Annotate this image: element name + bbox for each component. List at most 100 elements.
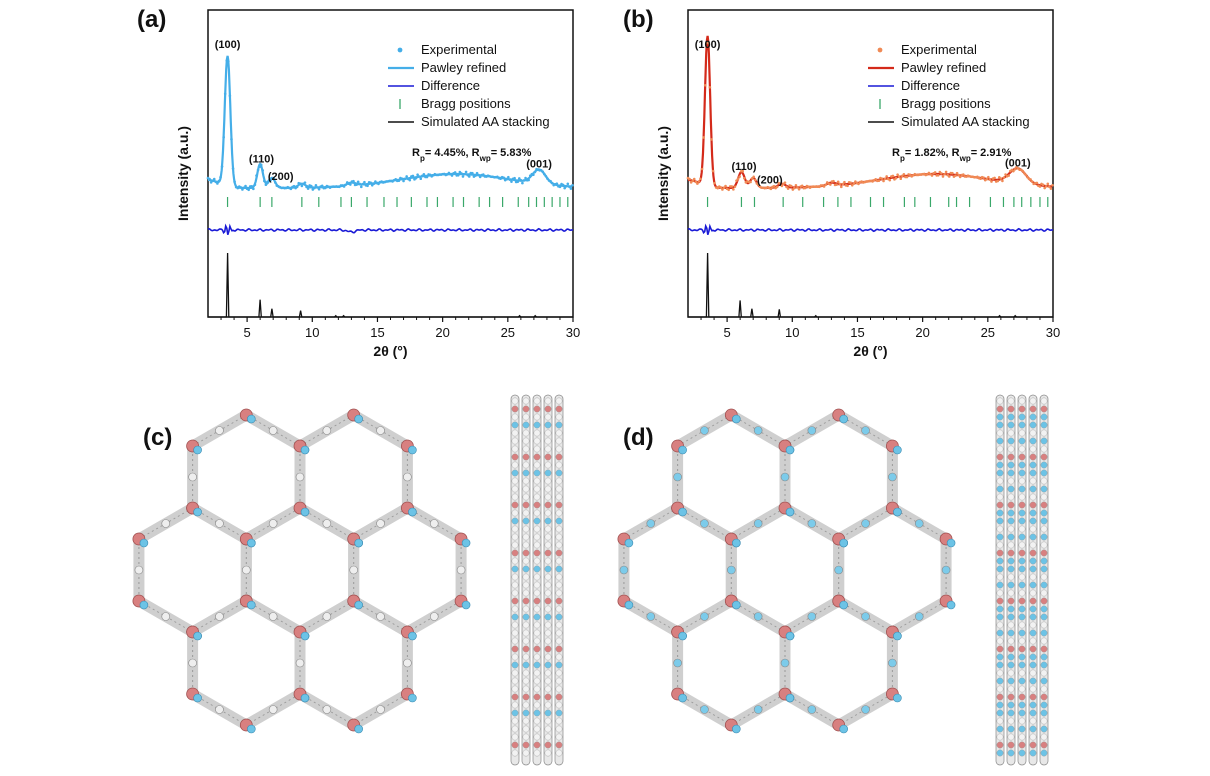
stack-atom [1040,605,1048,613]
nitrogen-atom [193,693,202,703]
linker-atom [376,426,385,435]
stack-atom [544,589,552,597]
difference-line [687,223,1053,235]
linker-atom [403,658,412,668]
stack-atom [996,549,1004,557]
stack-atom [996,557,1004,565]
stack-atom [522,429,530,437]
stack-atom [996,589,1004,597]
stack-atom [544,453,552,461]
stack-atom [555,509,563,517]
legend-item: Simulated AA stacking [868,114,1030,129]
linker-atom [376,612,385,621]
legend-item: Difference [388,78,480,93]
experimental-point [885,175,888,178]
stack-atom [555,453,563,461]
nitrogen-atom [354,538,363,548]
experimental-point [303,181,307,184]
experimental-point [313,186,316,190]
linker-atom [914,519,924,528]
stack-atom [1007,493,1015,501]
stack-atom [522,741,530,749]
legend-item: Simulated AA stacking [388,114,550,129]
experimental-point [1043,186,1046,190]
experimental-point [996,179,1000,183]
stack-atom [1040,405,1048,413]
experimental-point [1038,185,1042,188]
experimental-point [419,177,423,181]
stack-atom [1007,501,1015,509]
stack-atom [1040,637,1048,645]
linker-atom [376,705,385,714]
experimental-point [783,181,787,184]
stack-atom [511,749,519,757]
stack-atom [533,549,541,557]
stack-atom [533,661,541,669]
experimental-point [710,138,713,141]
linker-atom [161,519,171,528]
experimental-point [513,176,516,180]
peak-label: (110) [732,161,757,173]
stack-atom [511,461,519,469]
stack-atom [555,405,563,413]
stack-atom [1007,693,1015,701]
stack-atom [533,397,541,405]
stack-atom [511,701,519,709]
experimental-point [793,186,796,190]
stack-atom [1040,453,1048,461]
stack-atom [1007,629,1015,637]
stack-atom [996,725,1004,733]
stack-atom [533,453,541,461]
experimental-point [563,186,566,190]
nitrogen-atom [678,445,687,455]
stack-atom [1040,597,1048,605]
experimental-point [713,181,716,185]
linker-atom [646,612,656,621]
stack-atom [1018,501,1026,509]
stack-atom [1018,445,1026,453]
peak-label: (110) [249,153,274,165]
stack-atom [533,709,541,717]
stack-atom [522,597,530,605]
stack-atom [1007,453,1015,461]
stack-atom [511,525,519,533]
experimental-point [775,185,779,189]
stack-atom [544,677,552,685]
legend-label: Bragg positions [421,96,511,111]
experimental-point [954,174,957,177]
x-tick-label: 25 [981,325,995,340]
stack-atom [544,701,552,709]
experimental-point [502,176,505,179]
experimental-point [902,173,906,176]
experimental-point [411,174,415,178]
stack-atom [555,557,563,565]
stack-atom [511,413,519,421]
stack-atom [1007,437,1015,445]
stack-atom [1007,525,1015,533]
nitrogen-atom [678,507,687,517]
experimental-point [993,176,996,180]
experimental-point [1012,169,1015,173]
stack-atom [522,717,530,725]
stack-atom [533,685,541,693]
experimental-point [1041,183,1045,187]
stack-atom [996,445,1004,453]
experimental-point [843,180,846,184]
stack-atom [1018,613,1026,621]
nitrogen-atom [193,445,202,455]
stack-atom [555,477,563,485]
experimental-point [320,184,324,188]
experimental-point [272,176,275,180]
stack-atom [1007,685,1015,693]
stack-atom [511,573,519,581]
stack-atom [1018,565,1026,573]
experimental-point [962,173,965,176]
legend-item: Bragg positions [879,96,991,111]
stack-atom [555,741,563,749]
stack-atom [1007,429,1015,437]
stack-atom [996,573,1004,581]
experimental-point [352,179,355,183]
experimental-point [269,178,272,182]
experimental-point [564,185,568,188]
stack-atom [996,469,1004,477]
